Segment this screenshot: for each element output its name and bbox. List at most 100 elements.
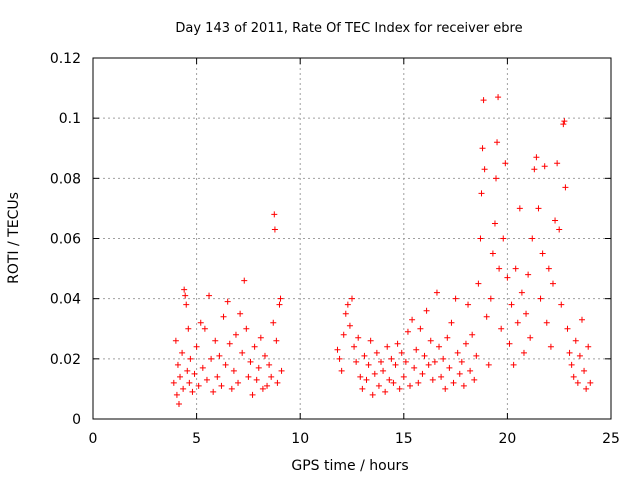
data-point-marker — [355, 334, 362, 341]
data-point-marker — [230, 367, 237, 374]
data-point-marker — [218, 382, 225, 389]
data-point-marker — [247, 358, 254, 365]
data-point-marker — [510, 361, 517, 368]
data-point-marker — [224, 298, 231, 305]
data-point-marker — [349, 295, 355, 302]
data-point-marker — [554, 160, 561, 167]
data-point-marker — [556, 226, 563, 233]
data-point-marker — [271, 211, 278, 218]
data-point-marker — [527, 334, 534, 341]
x-tick-label: 5 — [192, 431, 201, 447]
data-point-marker — [535, 205, 542, 212]
data-point-marker — [494, 139, 501, 146]
data-point-marker — [508, 301, 515, 308]
data-point-marker — [504, 274, 511, 281]
data-point-marker — [409, 316, 416, 323]
data-point-marker — [245, 373, 252, 380]
data-point-marker — [413, 346, 420, 353]
data-point-marker — [552, 217, 559, 224]
data-point-marker — [371, 370, 378, 377]
data-point-marker — [270, 319, 277, 326]
data-point-marker — [173, 391, 180, 398]
data-point-marker — [186, 379, 193, 386]
data-point-marker — [500, 235, 507, 242]
data-point-marker — [479, 145, 486, 152]
data-point-marker — [338, 367, 345, 374]
data-point-marker — [531, 166, 538, 173]
data-point-marker — [359, 385, 366, 392]
x-tick-label: 25 — [602, 431, 620, 447]
data-point-marker — [442, 385, 449, 392]
data-point-marker — [491, 220, 498, 227]
data-point-marker — [266, 361, 273, 368]
data-point-marker — [353, 358, 360, 365]
data-point-marker — [574, 379, 581, 386]
data-point-marker — [182, 292, 189, 299]
data-point-marker — [175, 400, 182, 407]
y-tick-label: 0.06 — [50, 232, 81, 248]
data-point-marker — [480, 97, 487, 104]
data-point-marker — [193, 343, 200, 350]
grid-lines — [93, 58, 611, 419]
y-tick-labels: 0 0.02 0.04 0.06 0.08 0.1 0.12 — [50, 51, 81, 428]
data-point-marker — [427, 337, 434, 344]
data-point-marker — [581, 367, 588, 374]
data-point-marker — [415, 379, 422, 386]
data-point-marker — [458, 358, 465, 365]
data-point-marker — [373, 349, 380, 356]
data-point-marker — [351, 343, 358, 350]
data-point-marker — [407, 382, 414, 389]
data-point-marker — [450, 379, 457, 386]
data-point-marker — [568, 361, 575, 368]
data-point-marker — [264, 382, 271, 389]
data-point-marker — [483, 313, 490, 320]
data-point-marker — [273, 337, 280, 344]
data-point-marker — [516, 205, 523, 212]
data-point-marker — [367, 337, 374, 344]
data-point-marker — [561, 118, 568, 125]
data-point-marker — [259, 385, 266, 392]
data-point-marker — [369, 391, 376, 398]
data-point-marker — [539, 250, 546, 257]
data-point-marker — [181, 286, 188, 293]
data-point-marker — [388, 355, 395, 362]
data-point-marker — [514, 319, 521, 326]
data-point-marker — [271, 226, 278, 233]
data-point-marker — [564, 325, 571, 332]
data-point-marker — [228, 385, 235, 392]
data-point-marker — [357, 373, 364, 380]
data-point-marker — [344, 301, 351, 308]
data-point-marker — [363, 376, 370, 383]
data-point-marker — [235, 379, 242, 386]
data-point-marker — [512, 265, 519, 272]
data-point-marker — [578, 316, 585, 323]
data-point-marker — [365, 361, 372, 368]
data-point-marker — [386, 376, 393, 383]
data-point-marker — [402, 358, 409, 365]
data-point-marker — [436, 343, 443, 350]
data-point-marker — [425, 361, 432, 368]
data-point-marker — [189, 388, 196, 395]
data-point-marker — [547, 343, 554, 350]
data-point-marker — [232, 331, 239, 338]
data-point-marker — [525, 271, 532, 278]
data-point-marker — [184, 367, 191, 374]
data-point-marker — [429, 376, 436, 383]
data-point-marker — [214, 373, 221, 380]
data-point-marker — [537, 295, 544, 302]
data-point-marker — [251, 343, 258, 350]
data-point-marker — [506, 340, 513, 347]
data-point-marker — [222, 361, 229, 368]
data-point-marker — [587, 379, 594, 386]
data-point-marker — [467, 367, 474, 374]
data-point-marker — [216, 352, 223, 359]
data-point-marker — [404, 328, 411, 335]
data-points — [170, 94, 594, 407]
y-tick-label: 0.12 — [50, 51, 81, 67]
data-point-marker — [543, 319, 550, 326]
data-point-marker — [334, 346, 341, 353]
data-point-marker — [456, 370, 463, 377]
y-tick-label: 0.04 — [50, 292, 81, 308]
